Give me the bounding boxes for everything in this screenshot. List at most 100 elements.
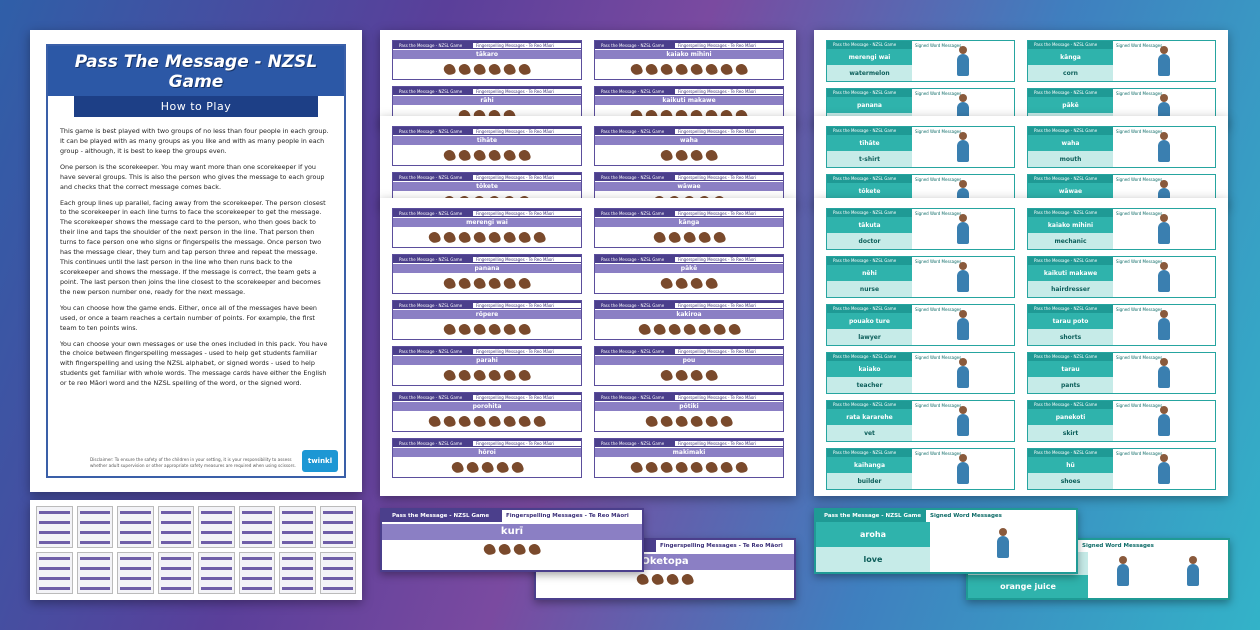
card-type-label: Signed Word Messages <box>915 90 962 96</box>
fingerspelling-sheet-3: Pass the Message - NZSL Game Fingerspelli… <box>380 198 796 496</box>
fingerspelling-hands <box>393 274 581 291</box>
how-to-play-sheet: Pass The Message - NZSL Game How to Play… <box>30 30 362 492</box>
card-type-label: Fingerspelling Messages - Te Reo Māori <box>675 348 783 354</box>
card-word: kaikuti makawe <box>595 96 783 105</box>
thumbnail-page <box>157 552 194 594</box>
card-word: tōkete <box>393 182 581 191</box>
card-game-label: Pass the Message - NZSL Game <box>399 128 463 134</box>
card-translation: teacher <box>827 377 912 393</box>
fingerspelling-card: Pass the Message - NZSL Game Fingerspelli… <box>594 346 784 386</box>
signer-illustration <box>1113 358 1215 393</box>
card-word: pōtiki <box>595 402 783 411</box>
instruction-paragraph: This game is best played with two groups… <box>60 127 329 155</box>
card-game-label: Pass the Message - NZSL Game <box>816 510 926 522</box>
instructions: This game is best played with two groups… <box>48 117 344 389</box>
card-word: kaiako mihini <box>595 50 783 59</box>
card-game-label: Pass the Message - NZSL Game <box>399 88 463 94</box>
card-game-label: Pass the Message - NZSL Game <box>399 440 463 446</box>
fingerspelling-hands <box>595 60 783 77</box>
card-type-label: Signed Word Messages <box>1116 176 1163 182</box>
signer-illustration <box>912 132 1014 167</box>
card-translation: hairdresser <box>1028 281 1113 297</box>
fingerspelling-hands <box>393 412 581 429</box>
card-word: waha <box>595 136 783 145</box>
signed-word-card: Pass the Message - NZSL Game Signed Word … <box>1027 126 1216 168</box>
card-type-label: Signed Word Messages <box>1116 90 1163 96</box>
card-word: waha <box>1028 135 1113 151</box>
thumbnail-page <box>279 552 316 594</box>
card-game-label: Pass the Message - NZSL Game <box>827 41 912 49</box>
signed-word-card: Pass the Message - NZSL Game Signed Word … <box>826 256 1015 298</box>
fingerspelling-hands <box>382 540 642 557</box>
signer-illustration <box>912 406 1014 441</box>
big-card-aroha: Pass the Message - NZSL Game Signed Word … <box>814 508 1078 574</box>
twinkl-logo: twinkl <box>302 450 338 472</box>
fingerspelling-card: Pass the Message - NZSL Game Fingerspelli… <box>594 300 784 340</box>
signer-illustration <box>1113 310 1215 345</box>
card-type-label: Fingerspelling Messages - Te Reo Māori <box>675 256 783 262</box>
page-title: Pass The Message - NZSL Game <box>48 46 344 96</box>
card-translation: mouth <box>1028 151 1113 167</box>
thumbnail-sheet <box>30 500 362 600</box>
card-game-label: Pass the Message - NZSL Game <box>601 174 665 180</box>
thumbnail-page <box>36 552 73 594</box>
signer-illustration <box>912 454 1014 489</box>
card-type-label: Signed Word Messages <box>1116 42 1163 48</box>
card-word: orange juice <box>968 575 1088 598</box>
fingerspelling-sheet-2: Pass the Message - NZSL Game Fingerspelli… <box>380 116 796 206</box>
signer-illustration <box>912 46 1014 81</box>
card-word: merengi wai <box>393 218 581 227</box>
card-translation: corn <box>1028 65 1113 81</box>
card-word: rōpere <box>393 310 581 319</box>
instruction-paragraph: You can choose how the game ends. Either… <box>60 303 317 332</box>
fingerspelling-card: Pass the Message - NZSL Game Fingerspelli… <box>392 254 582 294</box>
signed-word-card: Pass the Message - NZSL Game Signed Word … <box>1027 40 1216 82</box>
card-translation: builder <box>827 473 912 489</box>
card-word: tarau <box>1028 361 1113 377</box>
card-word: pākē <box>1028 97 1113 113</box>
fingerspelling-hands <box>393 366 581 383</box>
big-card-kuri: Pass the Message - NZSL Game Fingerspelli… <box>380 508 644 572</box>
fingerspelling-hands <box>393 146 581 163</box>
card-game-label: Pass the Message - NZSL Game <box>399 394 463 400</box>
card-game-label: Pass the Message - NZSL Game <box>1028 41 1113 49</box>
fingerspelling-sheet-1: Pass the Message - NZSL Game Fingerspelli… <box>380 30 796 126</box>
card-word: panekoti <box>1028 409 1113 425</box>
signed-word-card: Pass the Message - NZSL Game Signed Word … <box>1027 352 1216 394</box>
signer-illustration <box>1113 406 1215 441</box>
card-type-label: Fingerspelling Messages - Te Reo Māori <box>473 394 581 400</box>
signer-illustration <box>1113 46 1215 81</box>
card-type-label: Fingerspelling Messages - Te Reo Māori <box>660 543 783 549</box>
fingerspelling-card: Pass the Message - NZSL Game Fingerspelli… <box>392 300 582 340</box>
fingerspelling-hands <box>595 366 783 383</box>
thumbnail-page <box>198 552 235 594</box>
thumbnail-page <box>238 552 275 594</box>
signer-illustration <box>1113 214 1215 249</box>
signed-word-card: Pass the Message - NZSL Game Signed Word … <box>1027 256 1216 298</box>
fingerspelling-card: Pass the Message - NZSL Game Fingerspelli… <box>392 40 582 80</box>
thumbnail-page <box>36 506 73 548</box>
thumbnail-page <box>76 552 113 594</box>
thumbnail-page <box>117 552 154 594</box>
thumbnail-page <box>238 506 275 548</box>
card-type-label: Signed Word Messages <box>1116 354 1163 360</box>
card-type-label: Signed Word Messages <box>1116 450 1163 456</box>
instruction-paragraph: Each group lines up parallel, facing awa… <box>60 198 326 296</box>
fingerspelling-hands <box>536 570 794 587</box>
card-word: tīhāte <box>827 135 912 151</box>
card-word: tākaro <box>393 50 581 59</box>
fingerspelling-card: Pass the Message - NZSL Game Fingerspelli… <box>594 392 784 432</box>
card-game-label: Pass the Message - NZSL Game <box>1028 127 1113 135</box>
instruction-paragraph: You can choose your own messages or use … <box>60 339 328 388</box>
card-type-label: Signed Word Messages <box>915 402 962 408</box>
card-word: nēhi <box>827 265 912 281</box>
card-game-label: Pass the Message - NZSL Game <box>1028 175 1113 183</box>
card-type-label: Signed Word Messages <box>915 42 962 48</box>
fingerspelling-card: Pass the Message - NZSL Game Fingerspelli… <box>594 126 784 166</box>
card-translation: doctor <box>827 233 912 249</box>
signer-illustration <box>912 214 1014 249</box>
card-game-label: Pass the Message - NZSL Game <box>601 88 665 94</box>
card-type-label: Signed Word Messages <box>915 176 962 182</box>
card-word: makimaki <box>595 448 783 457</box>
card-word: tākuta <box>827 217 912 233</box>
